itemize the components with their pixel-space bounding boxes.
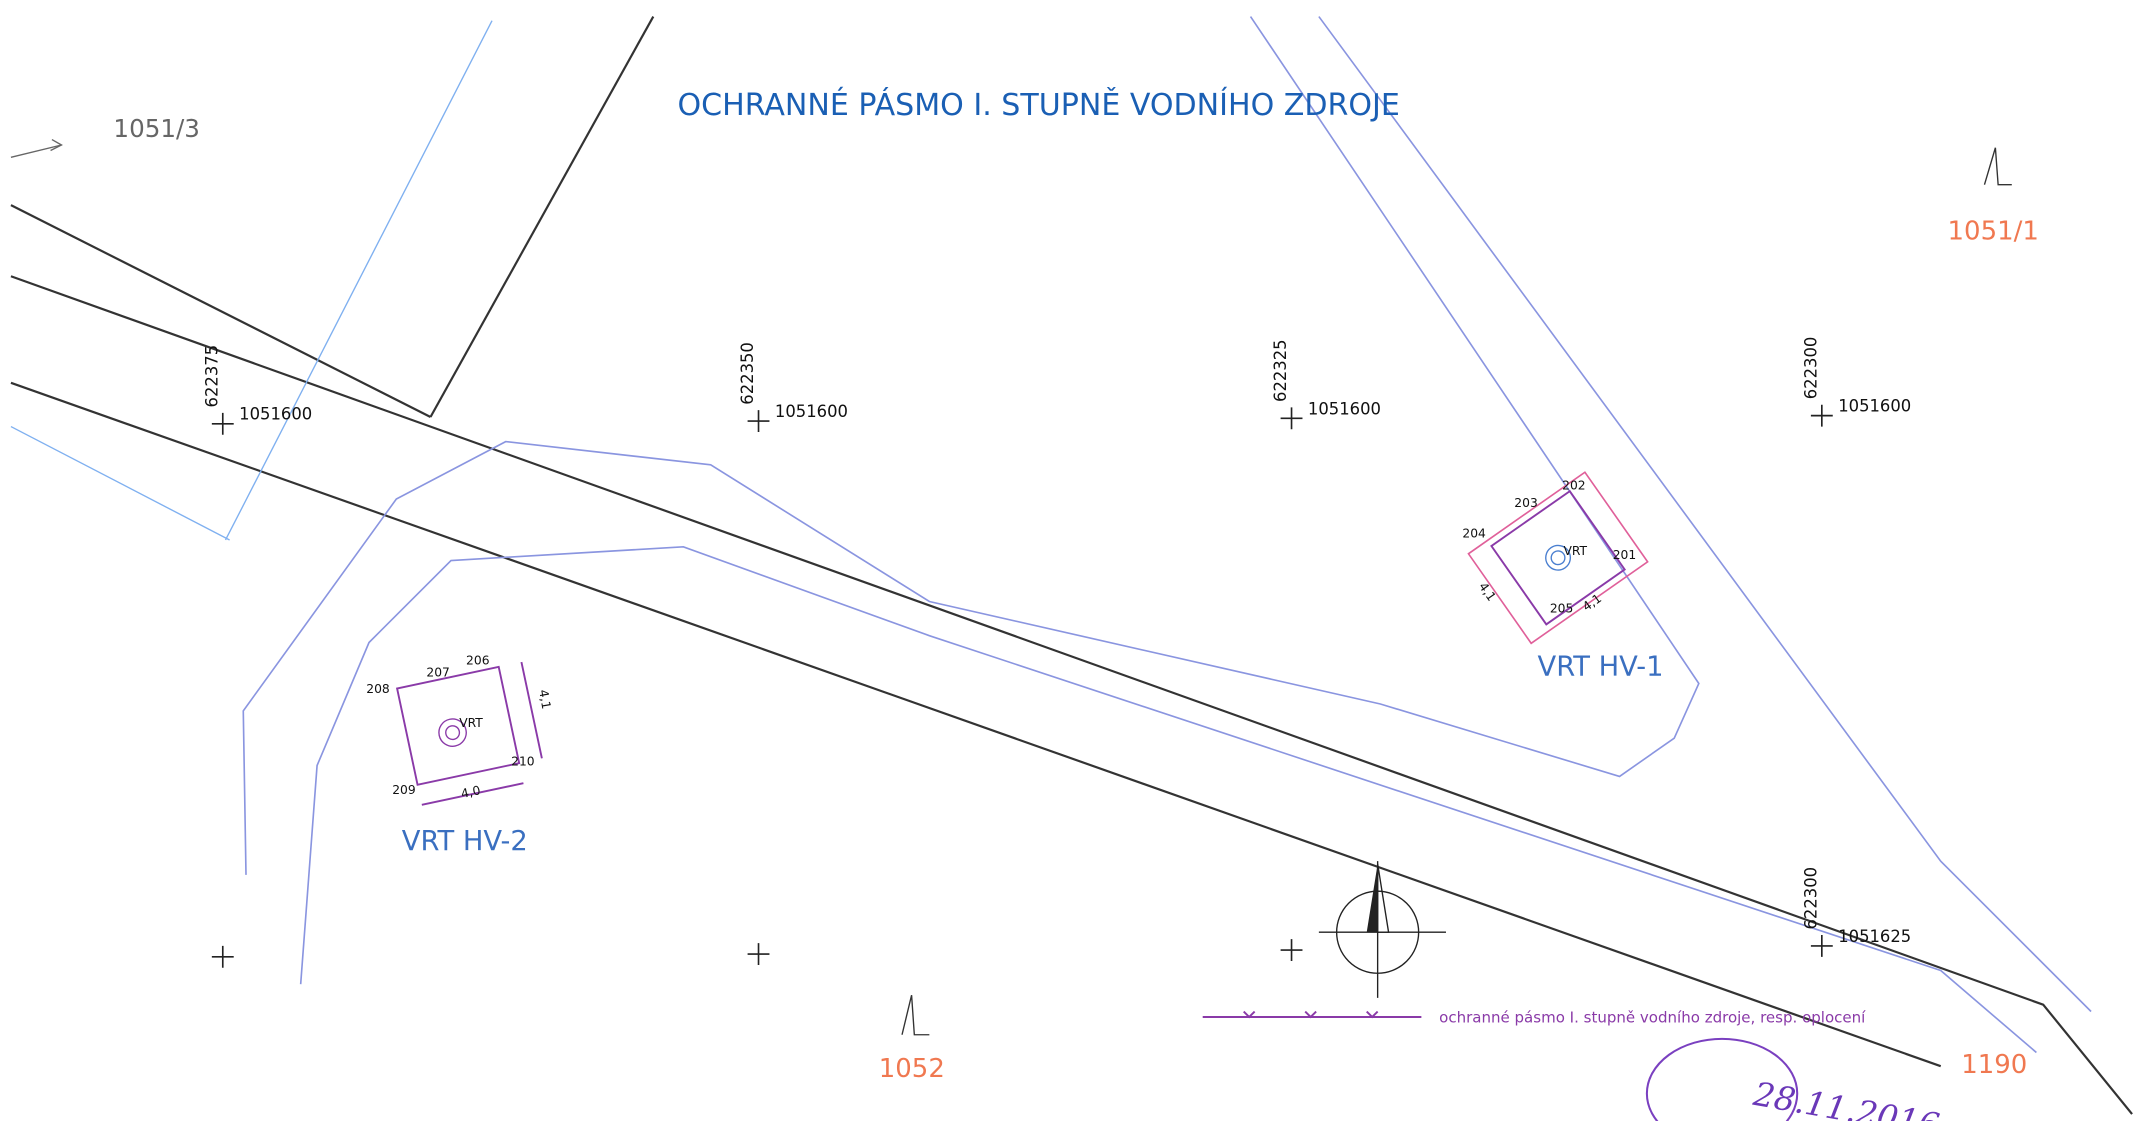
grid-x: 1051600 (1838, 397, 1911, 416)
north-needle (1367, 864, 1378, 932)
grid-cross (748, 943, 770, 965)
well-label: VRT HV-1 (1538, 651, 1664, 682)
grid-y: 622325 (1271, 339, 1290, 402)
grid-cross (212, 946, 234, 968)
grid-cross (212, 413, 234, 435)
grid-cross (1281, 407, 1303, 429)
arrow (11, 145, 62, 157)
boundary-line (11, 383, 1941, 1066)
parcel-label: 1052 (879, 1054, 945, 1084)
boundary-line (11, 276, 2132, 1114)
grid-cross (748, 410, 770, 432)
point-number: 204 (1462, 526, 1486, 540)
stream (226, 21, 493, 540)
road-edge (243, 17, 1699, 875)
parcel-label: 1051/1 (1948, 216, 2039, 246)
grid-x: 1051600 (775, 402, 848, 421)
dimension: 4,1 (1476, 580, 1499, 604)
well-tag: VRT (1564, 544, 1588, 558)
grid-y: 622300 (1801, 867, 1820, 930)
dimension: 4,1 (536, 688, 553, 710)
point-number: 202 (1562, 478, 1585, 492)
grid-y: 622375 (202, 345, 221, 408)
dimension: 4,0 (460, 783, 482, 801)
legend-text: ochranné pásmo I. stupně vodního zdroje,… (1439, 1008, 1866, 1026)
grid-y: 622350 (738, 342, 757, 405)
stamp-date: 28.11.2016 (1750, 1075, 1943, 1121)
north-arrow (1319, 861, 1446, 998)
grid-cross (1811, 935, 1833, 957)
grid-x: 1051625 (1838, 927, 1911, 946)
well-tag: VRT (459, 716, 483, 730)
point-number: 201 (1613, 548, 1636, 562)
well-fence (397, 667, 519, 785)
road-edge (1319, 17, 2091, 1012)
point-number: 208 (366, 682, 389, 696)
map-title: OCHRANNÉ PÁSMO I. STUPNĚ VODNÍHO ZDROJE (677, 87, 1399, 123)
point-number: 206 (466, 653, 490, 667)
parcel-mark (1984, 148, 2011, 185)
grid-cross (1811, 405, 1833, 427)
grid-cross (1281, 939, 1303, 961)
parcel-mark (902, 995, 929, 1035)
point-number: 210 (511, 755, 534, 769)
grid-x: 1051600 (239, 405, 312, 424)
map: OCHRANNÉ PÁSMO I. STUPNĚ VODNÍHO ZDROJE … (0, 0, 2143, 1121)
point-number: 209 (392, 783, 415, 797)
road-edge (301, 547, 2037, 1053)
grid-x: 1051600 (1308, 399, 1381, 418)
parcel-label: 1051/3 (113, 114, 200, 143)
well-label: VRT HV-2 (402, 826, 528, 857)
stream (11, 427, 230, 540)
point-number: 205 (1550, 601, 1573, 615)
north-needle (1378, 864, 1389, 932)
parcel-label: 1190 (1961, 1050, 2027, 1080)
well-hv2 (397, 662, 546, 805)
point-number: 203 (1514, 496, 1537, 510)
grid-y: 622300 (1801, 337, 1820, 400)
point-number: 207 (426, 666, 449, 680)
